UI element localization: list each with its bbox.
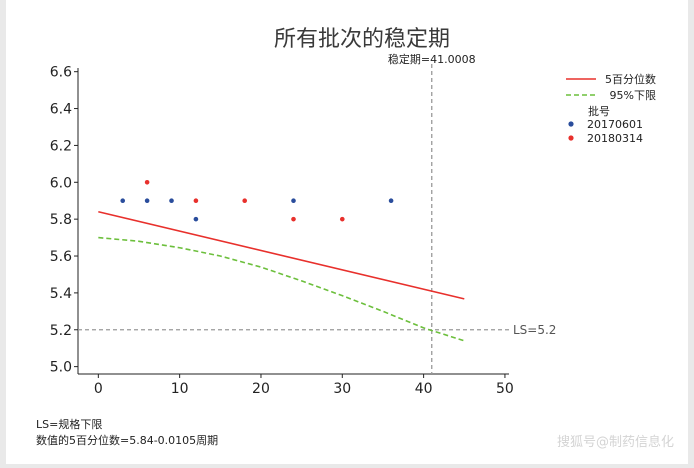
y-tick-label: 5.6 (50, 249, 72, 265)
watermark: 搜狐号@制药信息化 (556, 435, 674, 450)
chart-card: 所有批次的稳定期 5.0 5.2 5.4 5.6 5.8 6.0 6.2 6.4 6.6 0 10 2… (6, 0, 688, 464)
regression-line (98, 211, 465, 300)
x-tick-label: 10 (171, 381, 189, 397)
legend-label-regression: 5百分位数 (605, 72, 656, 86)
legend-marker-20170601 (568, 121, 574, 127)
footnote-formula: 数值的5百分位数=5.84-0.0105周期 (36, 434, 219, 447)
y-tick-label: 5.2 (50, 323, 72, 339)
legend-label-20170601: 20170601 (587, 118, 643, 131)
chart-title: 所有批次的稳定期 (274, 27, 450, 52)
data-point-20170601 (193, 216, 199, 222)
y-tick-label: 6.6 (50, 65, 72, 81)
spec-limit-label: LS=5.2 (513, 323, 556, 337)
legend-label-lower-bound: 95%下限 (610, 89, 656, 102)
data-point-20170601 (291, 198, 296, 204)
y-tick-label: 6.0 (50, 175, 72, 191)
x-tick-label: 30 (333, 381, 351, 397)
data-point-20180314 (291, 216, 296, 222)
data-point-20170601 (169, 198, 174, 204)
y-tick-label: 5.0 (50, 360, 72, 376)
data-point-20170601 (388, 198, 394, 204)
data-point-20170601 (144, 198, 150, 204)
axes: 5.0 5.2 5.4 5.6 5.8 6.0 6.2 6.4 6.6 0 10 20 30 40 50 (50, 65, 514, 397)
lower-bound-line (98, 236, 465, 342)
trend-lines (98, 211, 465, 342)
y-tick-label: 5.4 (50, 286, 72, 302)
footnote-ls: LS=规格下限 (36, 418, 103, 431)
reference-lines: LS=5.2 稳定期=41.0008 (78, 52, 556, 374)
x-tick-label: 20 (252, 381, 270, 397)
data-point-20180314 (144, 179, 150, 185)
legend-title: 批号 (588, 104, 610, 118)
x-tick-label: 0 (94, 381, 103, 397)
stability-label: 稳定期=41.0008 (388, 52, 476, 66)
stability-chart: 所有批次的稳定期 5.0 5.2 5.4 5.6 5.8 6.0 6.2 6.4 6.6 0 10 2… (50, 27, 656, 397)
legend-label-20180314: 20180314 (587, 132, 643, 145)
data-point-20180314 (193, 198, 199, 204)
data-point-20180314 (339, 216, 345, 222)
data-point-20180314 (242, 198, 248, 204)
data-points (120, 179, 394, 222)
y-tick-label: 6.2 (50, 138, 72, 154)
x-tick-label: 50 (496, 381, 514, 397)
y-tick-label: 5.8 (50, 212, 72, 228)
legend-marker-20180314 (568, 135, 574, 141)
y-tick-label: 6.4 (50, 102, 72, 118)
x-tick-label: 40 (415, 381, 433, 397)
data-point-20170601 (120, 198, 126, 204)
